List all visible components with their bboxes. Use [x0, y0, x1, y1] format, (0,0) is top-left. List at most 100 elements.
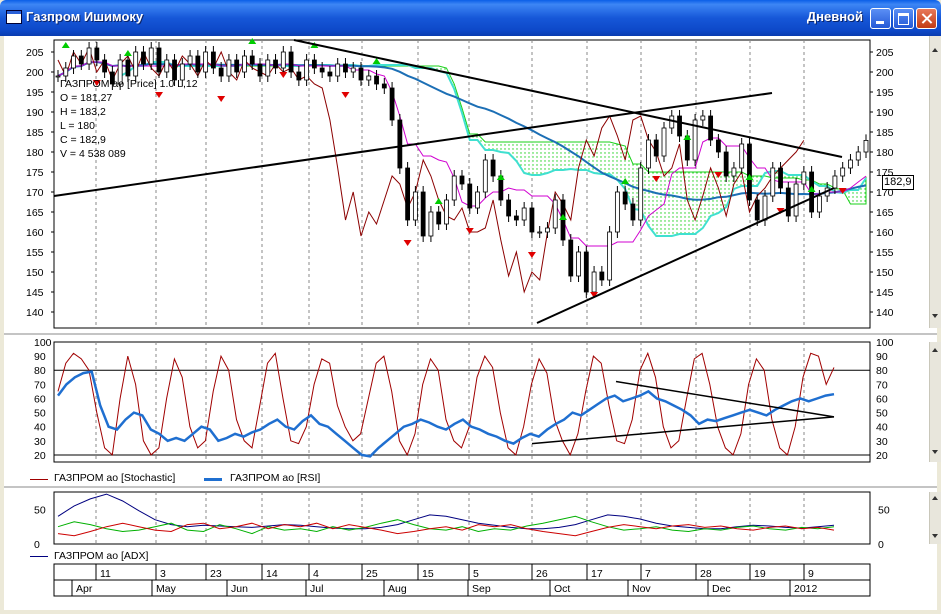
candle — [840, 167, 846, 177]
candle — [412, 191, 418, 221]
month-label: Dec — [712, 583, 731, 595]
trendline-support — [536, 187, 835, 324]
candle — [109, 71, 115, 85]
close-button[interactable] — [916, 8, 937, 29]
candle — [428, 211, 434, 237]
scroll-down-icon[interactable] — [932, 450, 938, 454]
candle — [863, 140, 869, 153]
adx-pane-frame — [53, 491, 871, 545]
candle — [288, 51, 294, 73]
sell-arrow-icon — [527, 252, 536, 258]
price-pane-scrollbar[interactable] — [929, 36, 941, 328]
title-bar[interactable]: Газпром Ишимоку Дневной — [0, 0, 941, 36]
candle — [677, 115, 682, 137]
minimize-button[interactable] — [870, 8, 891, 29]
di-plus-line — [57, 515, 835, 535]
scroll-up-icon[interactable] — [932, 496, 938, 500]
candle — [506, 199, 512, 217]
candle — [296, 71, 302, 81]
sell-arrow-icon — [341, 92, 350, 98]
day-tick-label: 23 — [210, 568, 222, 580]
scroll-down-icon[interactable] — [932, 314, 938, 318]
month-label: Jun — [231, 583, 248, 595]
senkou-span-a — [119, 61, 867, 237]
adx-legend: ГАЗПРОМ ао [ADX] — [54, 550, 149, 562]
candle — [622, 191, 628, 205]
price-pane-frame — [53, 39, 871, 329]
scroll-up-icon[interactable] — [932, 48, 938, 52]
price-tick-left: 190 — [26, 107, 44, 119]
candle — [187, 55, 193, 65]
candle — [630, 203, 636, 221]
candle — [389, 87, 395, 121]
price-tick-left: 170 — [26, 187, 44, 199]
adx-pane-scrollbar[interactable] — [929, 492, 941, 544]
day-tick-label: 26 — [536, 568, 548, 580]
candle — [700, 115, 706, 121]
osc-tick-left: 60 — [34, 393, 46, 405]
scroll-up-icon[interactable] — [932, 348, 938, 352]
candle — [319, 67, 325, 73]
price-tick-left: 150 — [26, 267, 44, 279]
day-tick-label: 19 — [754, 568, 766, 580]
osc-tick-left: 70 — [34, 379, 46, 391]
candle — [280, 51, 286, 69]
stochastic-legend: ГАЗПРОМ ао [Stochastic] — [54, 472, 176, 484]
candle — [327, 71, 333, 77]
day-tick-label: 14 — [266, 568, 278, 580]
candle — [521, 207, 527, 221]
oscillator-pane-scrollbar[interactable] — [929, 342, 941, 462]
month-label: Jul — [310, 583, 323, 595]
rsi-legend-swatch — [204, 478, 222, 481]
price-tick-left: 195 — [26, 87, 44, 99]
last-price-label: 182,9 — [882, 175, 914, 190]
price-tick-right: 145 — [876, 287, 894, 299]
month-label: Sep — [472, 583, 491, 595]
low-value: L = 180 — [60, 120, 95, 132]
day-tick-label: 5 — [473, 568, 479, 580]
price-tick-right: 150 — [876, 267, 894, 279]
candle — [444, 199, 449, 225]
buy-arrow-icon — [745, 174, 754, 180]
adx-line — [57, 493, 835, 530]
candle — [490, 159, 496, 177]
osc-trendline — [615, 380, 835, 418]
month-label: 2012 — [794, 583, 818, 595]
buy-arrow-icon — [434, 198, 443, 204]
month-label: Oct — [554, 583, 570, 595]
day-tick-label: 15 — [422, 568, 434, 580]
candle — [801, 171, 807, 185]
day-tick-label: 4 — [313, 568, 319, 580]
day-tick-label: 9 — [808, 568, 814, 580]
buy-arrow-icon — [496, 174, 505, 180]
candle — [374, 75, 379, 85]
candle — [164, 59, 170, 73]
adx-tick-right: 50 — [878, 504, 890, 516]
candle — [653, 139, 659, 157]
candle — [614, 191, 620, 233]
maximize-button[interactable] — [893, 8, 914, 29]
osc-tick-left: 30 — [34, 436, 46, 448]
sell-arrow-icon — [590, 292, 599, 298]
candle — [249, 55, 255, 65]
candle — [475, 191, 480, 209]
instrument-line: ГАЗПРОМ ао [Price] 1.0 L,12 — [60, 78, 198, 90]
adx-tick-left: 0 — [34, 539, 40, 551]
chart-client-area: 205 205 200 200 195 195 190 190 185 185 180 180 175 1… — [4, 36, 941, 610]
buy-arrow-icon — [621, 178, 630, 184]
candle — [117, 59, 123, 85]
sell-arrow-icon — [403, 240, 412, 246]
candle — [311, 59, 317, 69]
chikou-line — [57, 46, 805, 294]
candle — [242, 55, 247, 73]
candle — [607, 231, 613, 281]
candle — [599, 271, 605, 281]
price-tick-right: 170 — [876, 187, 894, 199]
osc-tick-left: 50 — [34, 408, 46, 420]
scroll-down-icon[interactable] — [932, 534, 938, 538]
di-minus-line — [57, 522, 835, 537]
osc-tick-right: 60 — [876, 393, 888, 405]
osc-tick-left: 20 — [34, 450, 46, 462]
price-tick-left: 165 — [26, 207, 44, 219]
